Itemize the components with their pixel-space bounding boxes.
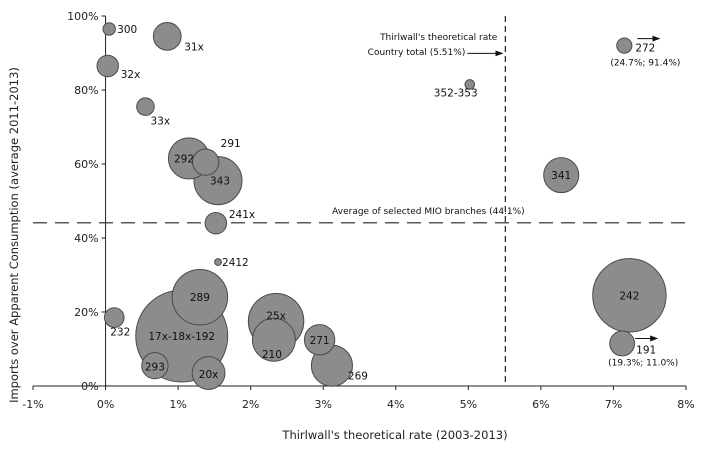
- bubble-label-289: 289: [190, 292, 210, 304]
- bubble-label-341: 341: [551, 170, 571, 182]
- bubble-2412: [214, 258, 222, 266]
- x-tick-label: 6%: [532, 398, 549, 411]
- x-axis-title: Thirlwall's theoretical rate (2003-2013): [281, 428, 507, 442]
- x-tick-label: 2%: [242, 398, 259, 411]
- x-tick-label: 3%: [314, 398, 331, 411]
- bubble-352-353: [464, 79, 476, 90]
- bubble-label-291: 291: [221, 138, 241, 150]
- bubble-label-20x: 20x: [199, 369, 219, 381]
- bubble-label-292: 292: [174, 153, 194, 165]
- bubble-20x: [191, 356, 226, 390]
- bubble-label-241x: 241x: [229, 209, 255, 221]
- bubble-label-17x-18x-192: 17x-18x-192: [148, 331, 215, 343]
- x-tick-label: 1%: [169, 398, 186, 411]
- bubble-label-343: 343: [210, 176, 230, 188]
- bubble-210: [251, 317, 296, 362]
- bubble-272: [616, 37, 633, 54]
- x-tick-label: 7%: [605, 398, 622, 411]
- y-axis-title: Imports over Apparent Consumption (avera…: [7, 67, 21, 403]
- x-tick-label: -1%: [22, 398, 43, 411]
- bubble-289: [171, 268, 229, 326]
- bubble-label-293: 293: [145, 362, 165, 374]
- bubble-291: [192, 148, 220, 176]
- bubble-label-210: 210: [262, 349, 282, 361]
- bubble-label-242: 242: [619, 290, 639, 302]
- thirlwall-reference-label-line2: Country total (5.51%): [368, 48, 466, 58]
- average-reference-label: Average of selected MIO branches (44.1%): [332, 207, 525, 217]
- bubble-label-232: 232: [110, 327, 130, 339]
- bubble-293: [141, 351, 169, 380]
- x-tick-label: 0%: [97, 398, 114, 411]
- y-tick-label: 60%: [74, 158, 98, 171]
- bubble-242: [592, 258, 667, 333]
- y-tick-label: 80%: [74, 84, 98, 97]
- bubble-label-352-353: 352-353: [434, 87, 478, 99]
- x-tick-label: 5%: [460, 398, 477, 411]
- bubble-label-271: 271: [310, 335, 330, 347]
- bubble-label-272: 272: [635, 43, 655, 55]
- bubble-232: [103, 307, 125, 328]
- bubble-label-25x: 25x: [266, 310, 286, 322]
- bubble-label-33x: 33x: [150, 116, 170, 128]
- bubble-32x: [96, 54, 119, 78]
- bubble-label-31x: 31x: [184, 41, 204, 53]
- bubble-33x: [136, 97, 155, 116]
- y-tick-label: 20%: [74, 306, 98, 319]
- bubble-31x: [152, 21, 182, 51]
- bubble-label-32x: 32x: [121, 69, 141, 81]
- bubble-label-2412: 2412: [222, 257, 249, 269]
- x-tick-label: 4%: [387, 398, 404, 411]
- bubble-271: [303, 324, 336, 356]
- y-tick-label: 100%: [67, 10, 98, 23]
- y-tick-label: 40%: [74, 232, 98, 245]
- y-tick-label: 0%: [81, 380, 98, 393]
- bubble-label-191: 191: [636, 344, 656, 356]
- offscale-annotation-191: (19.3%; 11.0%): [608, 358, 678, 368]
- bubble-label-269: 269: [348, 371, 368, 383]
- bubble-341: [543, 157, 580, 194]
- thirlwall-reference-label-line1: Thirlwall's theoretical rate: [379, 33, 498, 43]
- bubble-241x: [204, 211, 228, 235]
- bubble-191: [609, 330, 636, 357]
- bubble-300: [102, 22, 116, 36]
- offscale-annotation-272: (24.7%; 91.4%): [610, 59, 680, 69]
- x-tick-label: 8%: [677, 398, 694, 411]
- bubble-label-300: 300: [117, 24, 137, 36]
